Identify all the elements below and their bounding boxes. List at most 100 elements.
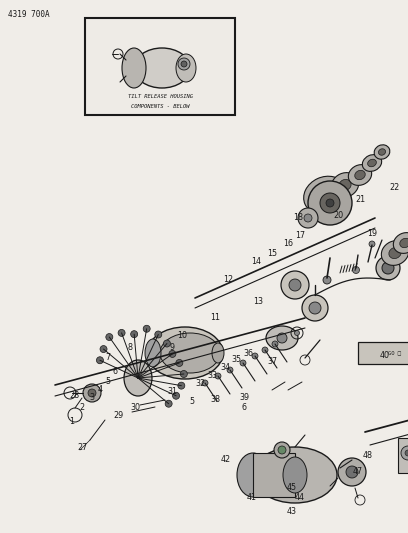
- Circle shape: [88, 389, 96, 397]
- Circle shape: [100, 345, 107, 352]
- Circle shape: [401, 446, 408, 460]
- Text: TILT RELEASE HOUSING: TILT RELEASE HOUSING: [127, 93, 193, 99]
- Text: 40: 40: [380, 351, 390, 360]
- Circle shape: [320, 193, 340, 213]
- Ellipse shape: [266, 326, 298, 350]
- Circle shape: [262, 347, 268, 353]
- Text: 8: 8: [127, 343, 133, 352]
- Text: 33: 33: [207, 372, 217, 381]
- Text: 48: 48: [363, 451, 373, 461]
- Text: 6: 6: [113, 367, 118, 376]
- Text: 35: 35: [231, 356, 241, 365]
- Bar: [398, 438, 408, 473]
- Text: COMPONENTS - BELOW: COMPONENTS - BELOW: [131, 103, 189, 109]
- Circle shape: [278, 446, 286, 454]
- Text: 43: 43: [287, 507, 297, 516]
- Circle shape: [202, 380, 208, 386]
- Text: 4319 700A: 4319 700A: [8, 10, 50, 19]
- Text: 11: 11: [210, 313, 220, 322]
- Text: 12: 12: [223, 276, 233, 285]
- Ellipse shape: [304, 176, 346, 214]
- Ellipse shape: [331, 173, 359, 197]
- Text: 22: 22: [390, 183, 400, 192]
- Circle shape: [215, 373, 221, 379]
- Ellipse shape: [389, 247, 401, 259]
- Circle shape: [308, 181, 352, 225]
- Text: 15: 15: [267, 248, 277, 257]
- Circle shape: [178, 58, 190, 70]
- Ellipse shape: [348, 165, 372, 185]
- Bar: [358, 342, 408, 364]
- Circle shape: [346, 466, 358, 478]
- Ellipse shape: [393, 232, 408, 253]
- Circle shape: [289, 279, 301, 291]
- Text: 20: 20: [333, 211, 343, 220]
- Circle shape: [240, 360, 246, 366]
- Ellipse shape: [176, 54, 196, 82]
- Circle shape: [118, 329, 125, 336]
- Text: 7: 7: [105, 353, 111, 362]
- Circle shape: [272, 341, 278, 347]
- Circle shape: [326, 199, 334, 207]
- Text: GO □: GO □: [388, 351, 401, 356]
- Text: 28: 28: [69, 391, 79, 400]
- Circle shape: [173, 392, 180, 399]
- Ellipse shape: [212, 343, 224, 363]
- Ellipse shape: [160, 333, 220, 373]
- Circle shape: [353, 266, 359, 273]
- Circle shape: [338, 458, 366, 486]
- Ellipse shape: [355, 171, 365, 180]
- Circle shape: [169, 350, 176, 358]
- Ellipse shape: [147, 327, 223, 379]
- Circle shape: [96, 357, 104, 364]
- Circle shape: [295, 330, 299, 335]
- Text: 5: 5: [105, 376, 111, 385]
- Text: 41: 41: [247, 494, 257, 503]
- Text: 34: 34: [220, 364, 230, 373]
- Text: 5: 5: [189, 398, 195, 407]
- Circle shape: [227, 367, 233, 373]
- Text: 17: 17: [295, 230, 305, 239]
- Ellipse shape: [283, 457, 307, 493]
- Text: 4: 4: [98, 385, 102, 394]
- Text: 3: 3: [89, 393, 95, 402]
- Ellipse shape: [368, 159, 376, 167]
- Text: 19: 19: [367, 230, 377, 238]
- Circle shape: [164, 340, 171, 347]
- Circle shape: [176, 359, 183, 367]
- Text: 9: 9: [169, 343, 175, 352]
- Circle shape: [369, 241, 375, 247]
- Ellipse shape: [400, 238, 408, 248]
- Ellipse shape: [122, 48, 146, 88]
- Bar: [253, 453, 295, 497]
- Bar: [85, 18, 235, 115]
- Ellipse shape: [237, 453, 269, 497]
- Text: 30: 30: [130, 403, 140, 413]
- Circle shape: [405, 450, 408, 456]
- Text: 10: 10: [177, 330, 187, 340]
- Ellipse shape: [315, 187, 335, 204]
- Circle shape: [277, 333, 287, 343]
- Ellipse shape: [381, 240, 408, 265]
- Ellipse shape: [253, 447, 337, 503]
- Circle shape: [309, 302, 321, 314]
- Circle shape: [298, 208, 318, 228]
- Ellipse shape: [339, 180, 351, 191]
- Circle shape: [178, 382, 185, 389]
- Circle shape: [302, 295, 328, 321]
- Text: 37: 37: [267, 358, 277, 367]
- Circle shape: [382, 262, 394, 274]
- Circle shape: [143, 325, 150, 332]
- Ellipse shape: [134, 48, 190, 88]
- Text: 2: 2: [80, 403, 84, 413]
- Ellipse shape: [124, 360, 152, 396]
- Text: 47: 47: [353, 467, 363, 477]
- Text: 29: 29: [113, 410, 123, 419]
- Circle shape: [131, 330, 137, 338]
- Circle shape: [181, 61, 187, 67]
- Text: 21: 21: [355, 196, 365, 205]
- Circle shape: [252, 353, 258, 359]
- Text: 6: 6: [242, 403, 246, 413]
- Circle shape: [165, 400, 172, 407]
- Circle shape: [274, 442, 290, 458]
